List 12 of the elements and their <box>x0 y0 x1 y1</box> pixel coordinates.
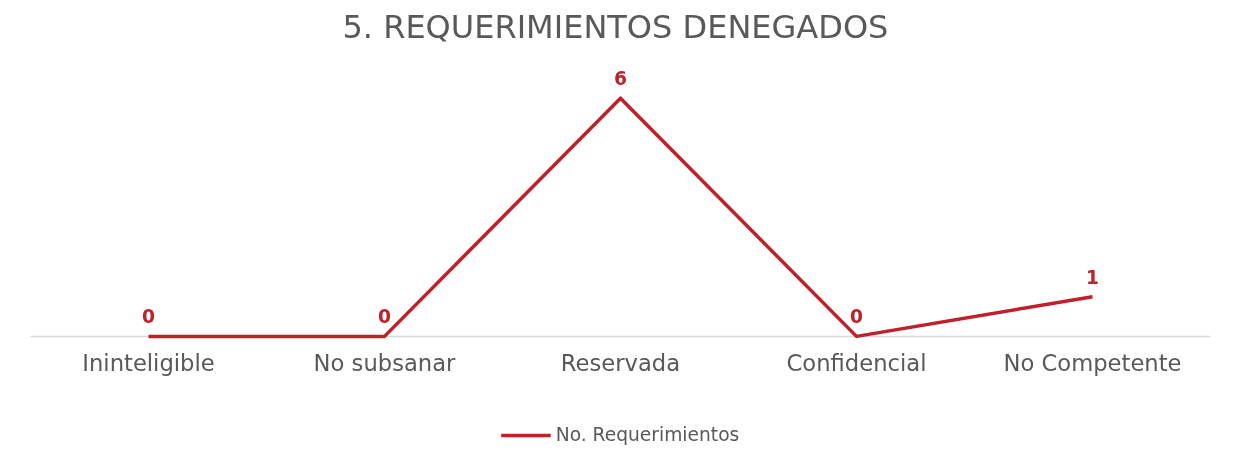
x-tick-label: Ininteligible <box>82 350 215 377</box>
x-tick-label: Reservada <box>560 350 681 377</box>
data-label: 0 <box>142 306 156 328</box>
data-label: 6 <box>614 68 627 90</box>
legend-label: No. Requerimientos <box>555 424 740 445</box>
data-label: 1 <box>1086 266 1099 288</box>
data-label: 0 <box>850 306 864 328</box>
chart-title: 5. REQUERIMIENTOS DENEGADOS <box>342 7 889 46</box>
x-tick-label: No Competente <box>1003 350 1182 377</box>
x-tick-label: No subsanar <box>313 350 457 377</box>
x-tick-label: Confidencial <box>786 350 927 377</box>
data-label: 0 <box>378 306 392 328</box>
